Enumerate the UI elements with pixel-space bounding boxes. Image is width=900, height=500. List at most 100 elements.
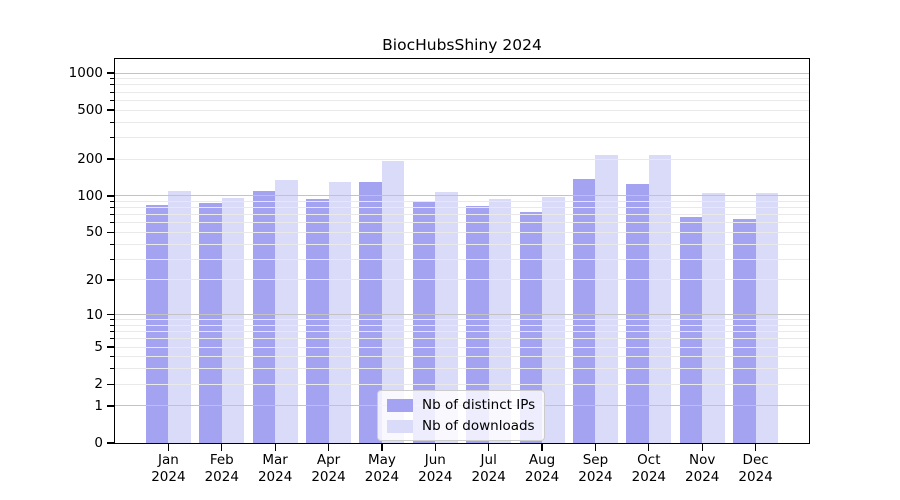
x-tick-label: Feb 2024 bbox=[187, 452, 257, 486]
y-tick bbox=[107, 405, 114, 407]
gridline-minor bbox=[115, 121, 809, 123]
bar-s1-jun bbox=[412, 201, 436, 443]
x-label-year: 2024 bbox=[204, 469, 239, 485]
x-label-year: 2024 bbox=[364, 469, 400, 485]
legend-item-label: Nb of downloads bbox=[422, 418, 535, 434]
x-label-year: 2024 bbox=[151, 469, 186, 485]
x-label-year: 2024 bbox=[685, 469, 720, 485]
gridline-minor bbox=[115, 91, 809, 93]
bar-s2-apr bbox=[328, 182, 352, 443]
y-tick-label: 1000 bbox=[68, 65, 103, 82]
x-label-year: 2024 bbox=[311, 469, 346, 485]
y-minor-tick bbox=[110, 368, 114, 370]
y-minor-tick bbox=[110, 356, 114, 358]
bar-s1-mar bbox=[252, 190, 276, 443]
bar-s1-aug bbox=[519, 211, 543, 443]
y-minor-tick bbox=[110, 121, 114, 123]
x-tick-label: Mar 2024 bbox=[240, 452, 310, 486]
gridline-minor bbox=[115, 214, 809, 216]
gridline-minor bbox=[115, 207, 809, 209]
y-minor-tick bbox=[110, 207, 114, 209]
bar-s2-sep bbox=[595, 155, 618, 443]
x-label-month: Aug bbox=[528, 452, 556, 468]
x-label-month: Nov bbox=[689, 452, 716, 468]
y-tick-label: 500 bbox=[77, 102, 103, 119]
x-label-month: Oct bbox=[637, 452, 661, 468]
y-minor-tick bbox=[110, 324, 114, 326]
y-tick bbox=[107, 346, 114, 348]
x-label-year: 2024 bbox=[471, 469, 506, 485]
x-tick bbox=[701, 444, 703, 451]
x-tick bbox=[594, 444, 597, 451]
x-label-year: 2024 bbox=[631, 469, 667, 485]
x-label-month: Jul bbox=[480, 452, 497, 468]
y-minor-tick bbox=[110, 243, 114, 245]
x-tick-label: Sep 2024 bbox=[560, 452, 630, 486]
y-tick-label: 200 bbox=[77, 151, 103, 167]
plot-area: Nb of distinct IPs Nb of downloads bbox=[107, 58, 810, 451]
y-tick-label: 100 bbox=[77, 187, 103, 204]
y-minor-tick bbox=[110, 338, 114, 340]
gridline-minor bbox=[115, 356, 809, 358]
bar-s2-oct bbox=[648, 155, 672, 443]
x-tick bbox=[754, 444, 757, 451]
bar-s1-oct bbox=[626, 183, 649, 443]
x-tick bbox=[327, 444, 330, 451]
x-tick-label: Apr 2024 bbox=[294, 452, 364, 486]
bar-s2-may bbox=[381, 160, 405, 443]
legend-item: Nb of downloads bbox=[387, 418, 535, 434]
legend-swatch bbox=[387, 398, 413, 412]
y-tick-label: 1 bbox=[94, 397, 103, 414]
x-label-month: Apr bbox=[316, 452, 341, 468]
gridline-minor bbox=[115, 319, 809, 321]
y-minor-tick bbox=[110, 99, 114, 101]
gridline-minor bbox=[115, 200, 809, 202]
x-tick bbox=[274, 444, 276, 451]
x-tick-label: Jan 2024 bbox=[133, 452, 203, 486]
y-minor-tick bbox=[110, 214, 114, 216]
x-tick bbox=[167, 444, 170, 451]
x-tick bbox=[221, 444, 223, 451]
gridline-minor bbox=[115, 78, 809, 80]
gridline-minor bbox=[115, 324, 809, 326]
y-minor-tick bbox=[110, 91, 114, 93]
y-tick bbox=[107, 231, 114, 234]
x-tick-label: Dec 2024 bbox=[721, 452, 791, 486]
y-tick-label: 0 bbox=[94, 435, 103, 451]
x-label-month: May bbox=[367, 452, 396, 468]
bar-s2-jan bbox=[168, 190, 191, 443]
bar-s1-feb bbox=[199, 202, 222, 443]
y-tick bbox=[107, 195, 114, 197]
x-tick bbox=[488, 444, 490, 451]
y-tick bbox=[107, 442, 114, 444]
gridline-minor bbox=[115, 222, 809, 224]
x-label-year: 2024 bbox=[524, 469, 560, 485]
x-tick bbox=[381, 444, 383, 451]
x-tick-label: Jul 2024 bbox=[454, 452, 524, 486]
bar-s2-jun bbox=[435, 191, 458, 443]
gridline-minor bbox=[115, 331, 809, 333]
bar-s2-nov bbox=[702, 192, 725, 443]
x-label-year: 2024 bbox=[578, 469, 613, 485]
gridline-minor bbox=[115, 338, 809, 340]
legend-item: Nb of distinct IPs bbox=[387, 397, 535, 413]
y-tick bbox=[107, 279, 114, 281]
bar-s2-mar bbox=[275, 179, 298, 443]
legend: Nb of distinct IPs Nb of downloads bbox=[377, 390, 546, 441]
x-label-month: Sep bbox=[582, 452, 609, 468]
gridline-minor bbox=[115, 231, 809, 233]
bar-s2-dec bbox=[755, 192, 779, 443]
gridline-minor bbox=[115, 136, 809, 138]
y-tick bbox=[107, 313, 114, 316]
y-tick-label: 5 bbox=[94, 339, 103, 356]
y-tick-label: 10 bbox=[85, 306, 103, 323]
x-tick bbox=[434, 444, 436, 451]
chart-title: BiocHubsShiny 2024 bbox=[382, 36, 542, 54]
y-minor-tick bbox=[110, 136, 114, 138]
x-label-month: Mar bbox=[262, 452, 288, 468]
y-minor-tick bbox=[110, 331, 114, 333]
gridline-minor bbox=[115, 368, 809, 370]
gridline-major bbox=[115, 72, 809, 74]
x-tick bbox=[648, 444, 650, 451]
x-tick-label: Nov 2024 bbox=[667, 452, 737, 486]
